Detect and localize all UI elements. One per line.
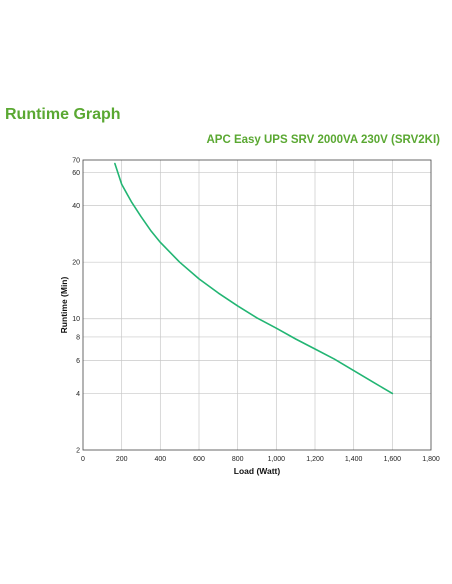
tick-labels: 0 200 400 600 800 1,000 1,200 1,400 1,600 1,800 2 4… bbox=[72, 158, 440, 464]
x-tick-label: 400 bbox=[154, 456, 166, 463]
y-tick-label: 20 bbox=[72, 260, 80, 267]
x-axis-title: Load (Watt) bbox=[234, 466, 281, 476]
plot-frame bbox=[82, 159, 432, 451]
x-tick-label: 1,000 bbox=[268, 456, 286, 463]
y-tick-label: 4 bbox=[76, 391, 80, 398]
y-tick-label: 60 bbox=[72, 170, 80, 177]
y-tick-label: 40 bbox=[72, 203, 80, 210]
x-tick-label: 1,800 bbox=[422, 456, 440, 463]
y-tick-label: 10 bbox=[72, 316, 80, 323]
grid-lines bbox=[83, 160, 431, 450]
x-tick-label: 1,200 bbox=[306, 456, 324, 463]
runtime-series-line bbox=[114, 162, 394, 395]
page-title: Runtime Graph bbox=[5, 106, 121, 123]
x-tick-label: 200 bbox=[116, 456, 128, 463]
y-axis-title: Runtime (Min) bbox=[59, 277, 69, 334]
y-tick-label: 8 bbox=[76, 334, 80, 341]
x-tick-label: 600 bbox=[193, 456, 205, 463]
y-tick-label: 2 bbox=[76, 448, 80, 455]
y-tick-label: 70 bbox=[72, 158, 80, 165]
series-layer bbox=[114, 162, 394, 395]
x-tick-label: 0 bbox=[81, 456, 85, 463]
x-tick-label: 800 bbox=[232, 456, 244, 463]
chart-subtitle: APC Easy UPS SRV 2000VA 230V (SRV2KI) bbox=[206, 134, 440, 146]
y-tick-label: 6 bbox=[76, 358, 80, 365]
x-tick-label: 1,600 bbox=[384, 456, 402, 463]
x-tick-label: 1,400 bbox=[345, 456, 363, 463]
